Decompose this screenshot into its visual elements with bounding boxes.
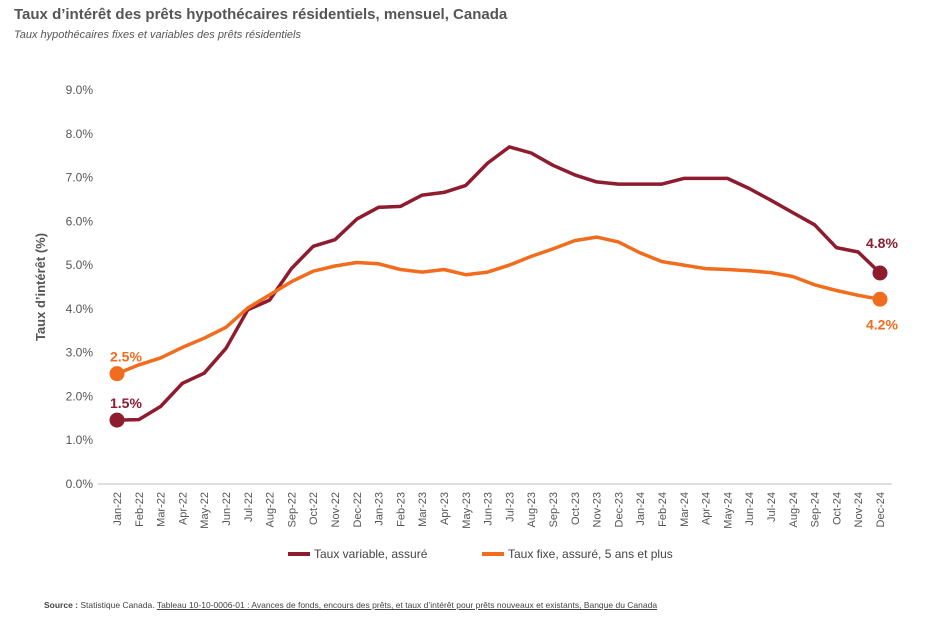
x-tick-label: Jan-24 <box>635 492 647 526</box>
legend-label-fixed: Taux fixe, assuré, 5 ans et plus <box>508 547 673 561</box>
legend-swatch-fixed <box>482 552 504 556</box>
chart-title: Taux d’intérêt des prêts hypothécaires r… <box>14 6 508 23</box>
series-line-0 <box>115 145 882 422</box>
y-tick-label: 8.0% <box>66 127 94 141</box>
y-axis-label: Taux d’intérêt (%) <box>33 233 48 341</box>
x-tick-label: Apr-23 <box>439 492 451 525</box>
x-tick-label: Mar-23 <box>417 492 429 527</box>
end-data-label: 4.8% <box>866 235 898 251</box>
x-tick-label: Nov-23 <box>592 492 604 527</box>
legend-label-variable: Taux variable, assuré <box>314 547 428 561</box>
start-data-label: 1.5% <box>110 395 142 411</box>
x-tick-label: Oct-24 <box>831 492 843 525</box>
x-tick-label: Jun-22 <box>221 492 233 526</box>
start-data-label: 2.5% <box>110 349 142 365</box>
start-marker-0 <box>109 412 125 428</box>
y-tick-label: 3.0% <box>66 346 94 360</box>
end-marker-1 <box>872 291 888 307</box>
x-tick-label: Oct-22 <box>308 492 320 525</box>
y-tick-label: 7.0% <box>66 171 94 185</box>
legend: Taux variable, assuré Taux fixe, assuré,… <box>0 547 936 567</box>
y-tick-label: 1.0% <box>66 433 94 447</box>
x-tick-label: Dec-22 <box>352 492 364 527</box>
x-tick-label: Jun-23 <box>483 492 495 526</box>
x-tick-label: Feb-23 <box>395 492 407 527</box>
x-tick-label: Oct-23 <box>570 492 582 525</box>
y-tick-label: 0.0% <box>66 477 94 491</box>
x-tick-label: Sep-22 <box>286 492 298 527</box>
end-data-label: 4.2% <box>866 316 898 332</box>
x-tick-label: Jul-23 <box>504 492 516 522</box>
end-marker-0 <box>872 265 888 281</box>
source-note: Source : Statistique Canada. Tableau 10-… <box>44 600 657 610</box>
x-tick-label: Feb-22 <box>134 492 146 527</box>
x-tick-label: May-23 <box>461 492 473 529</box>
x-tick-label: May-22 <box>199 492 211 529</box>
x-tick-label: Apr-24 <box>701 492 713 525</box>
legend-swatch-variable <box>288 552 310 556</box>
x-tick-label: Aug-23 <box>526 492 538 527</box>
series-line-1 <box>115 235 882 376</box>
x-tick-label: Jul-24 <box>766 492 778 522</box>
x-tick-label: Dec-23 <box>613 492 625 527</box>
y-tick-label: 9.0% <box>66 83 94 97</box>
x-tick-label: Mar-22 <box>156 492 168 527</box>
legend-item-variable: Taux variable, assuré <box>288 547 427 561</box>
x-tick-label: Sep-23 <box>548 492 560 527</box>
y-tick-label: 6.0% <box>66 214 94 228</box>
x-tick-label: Apr-22 <box>177 492 189 525</box>
start-marker-1 <box>109 366 125 382</box>
source-label: Source : <box>44 600 79 610</box>
x-tick-label: Sep-24 <box>810 492 822 527</box>
x-tick-label: Jun-24 <box>744 492 756 526</box>
x-tick-label: Nov-22 <box>330 492 342 527</box>
y-tick-label: 5.0% <box>66 258 94 272</box>
x-tick-label: Dec-24 <box>875 492 887 527</box>
y-tick-label: 4.0% <box>66 302 94 316</box>
legend-item-fixed: Taux fixe, assuré, 5 ans et plus <box>482 547 673 561</box>
x-tick-label: Nov-24 <box>853 492 865 527</box>
x-tick-label: Jul-22 <box>243 492 255 522</box>
x-tick-label: Mar-24 <box>679 492 691 527</box>
x-tick-label: May-24 <box>722 492 734 529</box>
x-tick-label: Aug-24 <box>788 492 800 527</box>
y-tick-label: 2.0% <box>66 389 94 403</box>
x-tick-label: Feb-24 <box>657 492 669 527</box>
source-text: Statistique Canada. <box>80 600 155 610</box>
source-link[interactable]: Tableau 10-10-0006-01 : Avances de fonds… <box>156 600 658 610</box>
x-tick-label: Aug-22 <box>265 492 277 527</box>
chart-subtitle: Taux hypothécaires fixes et variables de… <box>14 29 301 41</box>
x-tick-label: Jan-22 <box>112 492 124 526</box>
x-tick-label: Jan-23 <box>374 492 386 526</box>
